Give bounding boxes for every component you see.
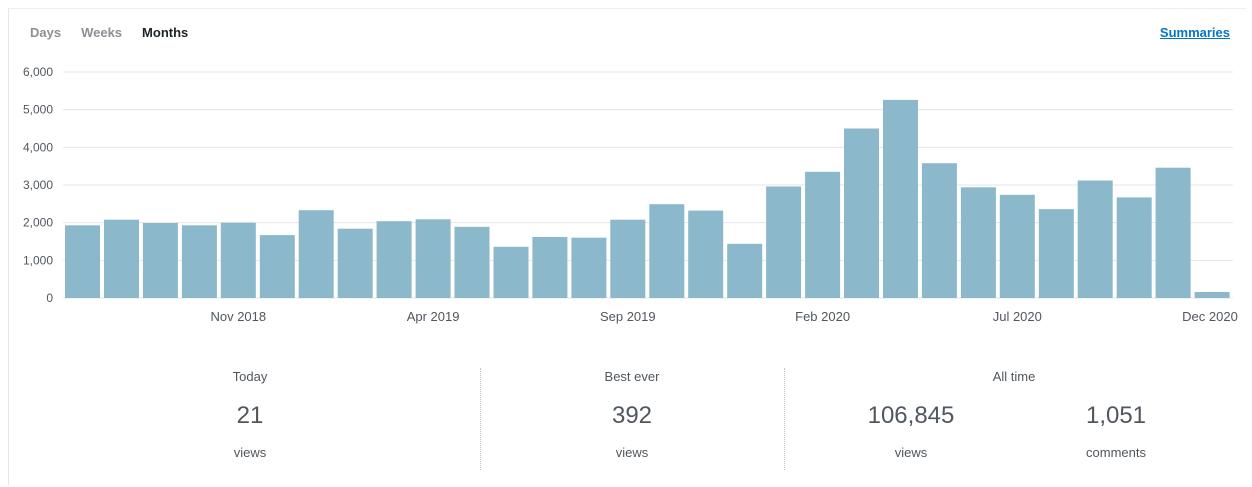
- summaries-link[interactable]: Summaries: [1159, 25, 1230, 40]
- bar-mar-2019[interactable]: [376, 221, 412, 298]
- y-tick-label: 0: [46, 291, 53, 305]
- bar-sep-2019[interactable]: [610, 219, 646, 298]
- stat-divider: [480, 368, 481, 470]
- bar-jun-2020[interactable]: [960, 187, 996, 298]
- stat-today-unit: views: [233, 445, 267, 460]
- bar-nov-2020[interactable]: [1155, 167, 1191, 298]
- bar-sep-2020[interactable]: [1077, 180, 1113, 299]
- x-tick-label: Apr 2019: [407, 309, 460, 324]
- y-tick-label: 1,000: [23, 253, 53, 267]
- y-tick-label: 6,000: [23, 65, 53, 79]
- stat-all-time-views-unit: views: [894, 445, 928, 460]
- bar-aug-2019[interactable]: [571, 237, 607, 298]
- x-tick-label: Dec 2020: [1182, 309, 1238, 324]
- stat-all-time-comments-unit: comments: [1086, 445, 1146, 460]
- views-bar-chart: 0 1,000 2,000 3,000 4,000 5,000 6,000 Nov 2018…: [23, 65, 1238, 324]
- stat-all-time-label: All time: [992, 369, 1036, 384]
- y-tick-label: 4,000: [23, 140, 53, 154]
- stat-today: Today 21 views: [40, 368, 460, 462]
- bar-dec-2018[interactable]: [259, 235, 295, 298]
- y-axis: 0 1,000 2,000 3,000 4,000 5,000 6,000: [23, 65, 53, 305]
- bar-jul-2018[interactable]: [65, 225, 100, 298]
- stat-today-value: 21: [236, 402, 264, 429]
- tab-weeks[interactable]: Weeks: [81, 25, 123, 40]
- bar-aug-2018[interactable]: [104, 219, 139, 298]
- bar-may-2020[interactable]: [921, 163, 957, 298]
- tab-months[interactable]: Months: [142, 25, 189, 40]
- bar-jan-2019[interactable]: [298, 210, 334, 298]
- period-tabs: Days Weeks Months: [30, 25, 188, 40]
- x-tick-label: Nov 2018: [210, 309, 266, 324]
- stat-best-ever-value: 392: [611, 402, 653, 429]
- x-tick-label: Feb 2020: [795, 309, 850, 324]
- stat-divider: [784, 368, 785, 470]
- bar-nov-2019[interactable]: [688, 210, 724, 298]
- chart-gridlines: [63, 71, 1233, 299]
- bar-oct-2019[interactable]: [649, 204, 685, 298]
- bar-jan-2020[interactable]: [766, 186, 802, 299]
- stat-all-time-comments-value: 1,051: [1085, 402, 1147, 429]
- bar-dec-2020[interactable]: [1194, 292, 1230, 298]
- bar-apr-2019[interactable]: [415, 219, 451, 298]
- stat-best-ever: Best ever 392 views: [482, 368, 782, 462]
- bar-may-2019[interactable]: [454, 226, 490, 298]
- stat-all-time: All time 106,845 views 1,051 comments: [786, 368, 1242, 466]
- bar-oct-2020[interactable]: [1116, 197, 1152, 298]
- tab-days[interactable]: Days: [30, 25, 62, 40]
- bar-feb-2020[interactable]: [805, 171, 841, 298]
- stat-best-ever-unit: views: [615, 445, 649, 460]
- y-tick-label: 2,000: [23, 216, 53, 230]
- x-axis: Nov 2018 Apr 2019 Sep 2019 Feb 2020 Jul 2020…: [210, 309, 1237, 324]
- stats-summary: Today 21 views Best ever 392 views All t…: [0, 368, 1252, 473]
- bar-aug-2020[interactable]: [1038, 209, 1074, 298]
- x-tick-label: Jul 2020: [993, 309, 1042, 324]
- stat-all-time-views-value: 106,845: [867, 402, 955, 429]
- bar-sep-2018[interactable]: [142, 223, 178, 298]
- bar-apr-2020[interactable]: [883, 99, 918, 299]
- stat-all-time-views: 106,845 views: [826, 386, 996, 462]
- stat-best-ever-label: Best ever: [604, 369, 660, 384]
- x-tick-label: Sep 2019: [600, 309, 656, 324]
- y-tick-label: 5,000: [23, 103, 53, 117]
- stats-panel: [8, 8, 1246, 485]
- bar-jul-2020[interactable]: [999, 194, 1035, 298]
- bar-mar-2020[interactable]: [844, 128, 879, 299]
- stat-today-label: Today: [232, 369, 268, 384]
- bar-dec-2019[interactable]: [727, 243, 763, 298]
- bar-oct-2018[interactable]: [181, 225, 217, 298]
- bar-jun-2019[interactable]: [493, 246, 529, 298]
- bar-jul-2019[interactable]: [532, 237, 568, 298]
- stat-all-time-comments: 1,051 comments: [1031, 386, 1201, 462]
- bar-feb-2019[interactable]: [337, 228, 373, 298]
- chart-bars: [65, 99, 1230, 299]
- y-tick-label: 3,000: [23, 178, 53, 192]
- bar-nov-2018[interactable]: [220, 222, 256, 298]
